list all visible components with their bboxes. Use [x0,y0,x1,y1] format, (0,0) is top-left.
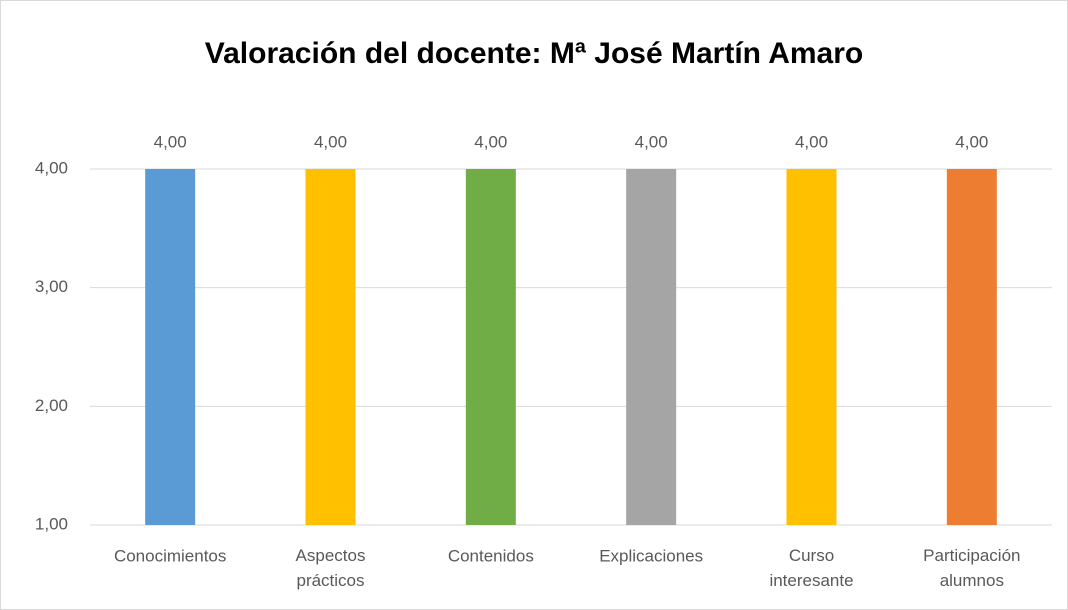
x-tick-label: Curso interesante [769,546,853,590]
bar [145,169,196,525]
x-tick-label: Aspectos prácticos [296,546,366,590]
value-label: 4,00 [314,132,347,151]
x-tick-label: Conocimientos [114,546,226,565]
value-label: 4,00 [795,132,828,151]
x-tick-label: Explicaciones [599,546,703,565]
value-label: 4,00 [635,132,668,151]
bar [946,169,997,525]
y-tick-label: 1,00 [35,514,68,533]
y-tick-label: 4,00 [35,158,68,177]
bar [786,169,837,525]
value-label: 4,00 [474,132,507,151]
y-tick-label: 2,00 [35,396,68,415]
chart-title: Valoración del docente: Mª José Martín A… [205,37,863,70]
x-tick-label: Participación alumnos [923,546,1020,590]
bar [465,169,516,525]
value-label: 4,00 [154,132,187,151]
bar [305,169,356,525]
bar [626,169,677,525]
y-tick-label: 3,00 [35,277,68,296]
x-tick-label: Contenidos [448,546,534,565]
value-label: 4,00 [955,132,988,151]
